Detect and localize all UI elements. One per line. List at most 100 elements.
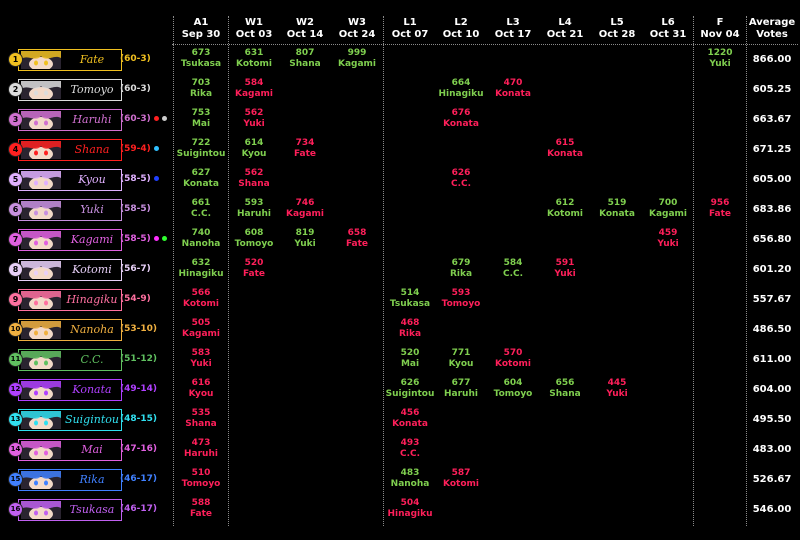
match-votes: 626 (451, 168, 471, 178)
character-avatar-icon (21, 261, 61, 279)
match-votes: 999 (347, 48, 367, 58)
contestant-name: Haruhi (72, 113, 112, 126)
match-result-w2: 807 Shana (275, 48, 335, 70)
contestant-name: Konata (72, 383, 112, 396)
column-date: Oct 17 (494, 29, 532, 40)
match-opponent: Haruhi (237, 209, 271, 219)
match-opponent: C.C. (190, 209, 212, 219)
column-date: Oct 03 (235, 29, 273, 40)
match-votes: 587 (451, 468, 471, 478)
average-header-line: Votes (756, 29, 788, 40)
match-opponent: Fate (242, 269, 266, 279)
average-votes: 683.86 (752, 204, 792, 215)
match-opponent: Yuki (243, 119, 265, 129)
match-votes: 679 (451, 258, 471, 268)
match-result-w2: 734 Fate (275, 138, 335, 160)
column-date: Oct 14 (286, 29, 324, 40)
match-result-l3: 470 Konata (483, 78, 543, 100)
seed-badge: 13 (9, 413, 22, 426)
contestant-name-box: Yuki (18, 199, 122, 221)
record-text: (60-3) (120, 114, 151, 124)
contestant-record: (60-3) (120, 113, 167, 125)
average-votes: 483.00 (752, 444, 792, 455)
contestant-name-box: C.C. (18, 349, 122, 371)
match-votes: 473 (191, 438, 211, 448)
match-result-a1: 473 Haruhi (171, 438, 231, 460)
match-opponent: Fate (708, 209, 732, 219)
match-votes: 570 (503, 348, 523, 358)
match-votes: 753 (191, 108, 211, 118)
match-opponent: Kagami (648, 209, 688, 219)
match-opponent: Shana (289, 59, 321, 69)
match-opponent: Shana (185, 419, 217, 429)
column-header-l6: L6 Oct 31 (638, 17, 698, 41)
column-round: L5 (610, 17, 624, 28)
match-result-f: 956 Fate (690, 198, 750, 220)
match-result-l2: 626 C.C. (431, 168, 491, 190)
match-votes: 510 (191, 468, 211, 478)
match-opponent: Fate (293, 149, 317, 159)
status-dot-icon (161, 116, 167, 121)
match-votes: 676 (451, 108, 471, 118)
column-round: W3 (348, 17, 366, 28)
average-header-line: Average (748, 17, 796, 28)
match-result-l5: 445 Yuki (587, 378, 647, 400)
record-text: (58-5) (120, 204, 151, 214)
match-result-a1: 722 Suigintou (171, 138, 231, 160)
average-votes: 546.00 (752, 504, 792, 515)
contestant-name: C.C. (80, 353, 104, 366)
match-result-w1: 614 Kyou (224, 138, 284, 160)
contestant-record: (46-17) (120, 473, 157, 485)
match-result-l3: 570 Kotomi (483, 348, 543, 370)
contestant-name: Nanoha (70, 323, 114, 336)
contestant-name-box: Kagami (18, 229, 122, 251)
contestant-name: Kyou (78, 173, 106, 186)
contestant-record: (58-5) (120, 173, 159, 185)
column-date: Sep 30 (181, 29, 221, 40)
match-votes: 593 (244, 198, 264, 208)
column-header-w3: W3 Oct 24 (327, 17, 387, 41)
record-text: (59-4) (120, 144, 151, 154)
match-votes: 631 (244, 48, 264, 58)
match-votes: 588 (191, 498, 211, 508)
seed-badge: 15 (9, 473, 22, 486)
contestant-name-box: Tsukasa (18, 499, 122, 521)
match-result-a1: 588 Fate (171, 498, 231, 520)
match-votes: 468 (400, 318, 420, 328)
match-votes: 535 (191, 408, 211, 418)
seed-badge: 8 (9, 263, 22, 276)
match-opponent: C.C. (502, 269, 524, 279)
average-votes: 611.00 (752, 354, 792, 365)
column-date: Oct 10 (442, 29, 480, 40)
match-result-a1: 535 Shana (171, 408, 231, 430)
match-votes: 562 (244, 168, 264, 178)
match-opponent: Rika (398, 329, 422, 339)
match-result-l2: 664 Hinagiku (431, 78, 491, 100)
match-votes: 677 (451, 378, 471, 388)
match-votes: 514 (400, 288, 420, 298)
match-votes: 700 (658, 198, 678, 208)
match-opponent: C.C. (399, 449, 421, 459)
match-opponent: Kotomi (443, 479, 479, 489)
match-result-l2: 677 Haruhi (431, 378, 491, 400)
match-votes: 519 (607, 198, 627, 208)
column-header-a1: A1 Sep 30 (171, 17, 231, 41)
match-votes: 1220 (707, 48, 733, 58)
character-avatar-icon (21, 321, 61, 339)
match-result-l2: 587 Kotomi (431, 468, 491, 490)
average-votes: 601.20 (752, 264, 792, 275)
contestant-record: (59-4) (120, 143, 159, 155)
average-votes: 605.00 (752, 174, 792, 185)
match-result-l4: 615 Konata (535, 138, 595, 160)
character-avatar-icon (21, 471, 61, 489)
match-result-l5: 519 Konata (587, 198, 647, 220)
status-dot-icon (153, 236, 159, 241)
grid-divider (173, 16, 174, 526)
contestant-name: Mai (81, 443, 103, 456)
match-result-l2: 676 Konata (431, 108, 491, 130)
contestant-record: (58-5) (120, 233, 167, 245)
match-opponent: Konata (495, 89, 531, 99)
match-votes: 658 (347, 228, 367, 238)
match-result-l1: 626 Suigintou (380, 378, 440, 400)
contestant-record: (49-14) (120, 383, 157, 395)
